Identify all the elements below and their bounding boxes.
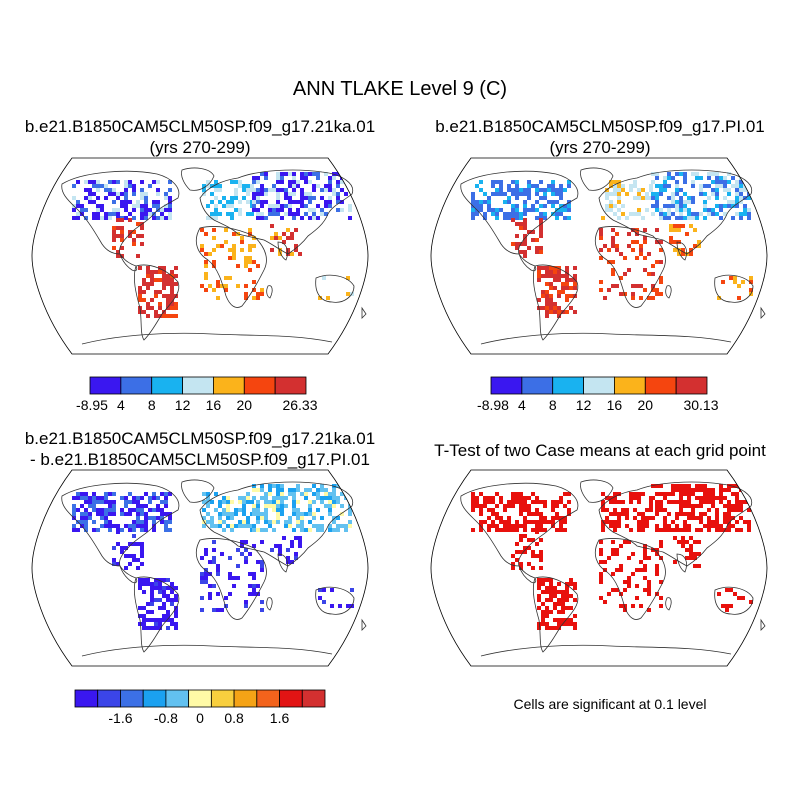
colorbar-box [213, 376, 245, 395]
colorbar-box [279, 689, 303, 708]
colorbar-tick-label: -8.95 [76, 397, 108, 413]
colorbar-box [233, 689, 258, 708]
grid-cells [471, 172, 753, 318]
colorbar-tick-label: -1.6 [108, 710, 132, 726]
colorbar-tick-label: 0.8 [224, 710, 244, 726]
map-border [430, 157, 768, 355]
colorbar-tick-label: 8 [549, 397, 557, 413]
panel-difference-title-line1: b.e21.B1850CAM5CLM50SP.f09_g17.21ka.01 [24, 429, 376, 448]
colorbar-tick-label: 0 [196, 710, 204, 726]
colorbar-box [188, 689, 212, 708]
grid-cells [471, 484, 753, 630]
colorbar-tick-label: 20 [637, 397, 653, 413]
colorbar-panel-3: -1.6 -0.8 0 0.8 1.6 [74, 689, 326, 726]
panel-case2-title-line1: b.e21.B1850CAM5CLM50SP.f09_g17.PI.01 [435, 117, 765, 136]
panel-ttest-title: T-Test of two Case means at each grid po… [400, 440, 800, 461]
colorbar-tick-label: -8.98 [477, 397, 509, 413]
panel-case1-title: b.e21.B1850CAM5CLM50SP.f09_g17.21ka.01 (… [0, 116, 400, 158]
colorbar-box [120, 376, 153, 395]
colorbar-box [274, 376, 307, 395]
map-panel-1 [31, 157, 369, 355]
colorbar-box [120, 689, 144, 708]
colorbar-tick-label: 30.13 [683, 397, 718, 413]
colorbar-tick-label: 1.6 [270, 710, 290, 726]
colorbar-box [552, 376, 584, 395]
map-panel-2 [430, 157, 768, 355]
panel-case1-title-line1: b.e21.B1850CAM5CLM50SP.f09_g17.21ka.01 [24, 117, 376, 136]
colorbar-tick-label: 4 [518, 397, 526, 413]
colorbar-panel-2: -8.98 4 8 12 16 20 30.13 [477, 376, 719, 413]
colorbar-panel-1: -8.95 4 8 12 16 20 26.33 [76, 376, 318, 413]
colorbar-box [97, 689, 121, 708]
map-border [31, 157, 369, 355]
colorbar-box [644, 376, 677, 395]
colorbar-box [210, 689, 235, 708]
colorbar-tick-label: 16 [206, 397, 222, 413]
map-border [31, 469, 369, 667]
colorbar-box [165, 689, 190, 708]
significance-note: Cells are significant at 0.1 level [513, 696, 707, 712]
grid-cells [72, 484, 354, 630]
colorbar-tick-label: -0.8 [154, 710, 178, 726]
colorbar-tick-label: 12 [576, 397, 592, 413]
colorbar-box [490, 376, 523, 395]
map-panel-3 [31, 469, 369, 667]
colorbar-tick-label: 20 [236, 397, 252, 413]
panel-case2-title: b.e21.B1850CAM5CLM50SP.f09_g17.PI.01 (yr… [400, 116, 800, 158]
map-panel-4 [430, 469, 768, 667]
panel-difference-title: b.e21.B1850CAM5CLM50SP.f09_g17.21ka.01 -… [0, 428, 400, 470]
colorbar-box [301, 689, 326, 708]
colorbar-tick-label: 26.33 [282, 397, 317, 413]
panel-difference-title-line2: - b.e21.B1850CAM5CLM50SP.f09_g17.PI.01 [30, 450, 370, 469]
colorbar-box [89, 376, 122, 395]
colorbar-tick-label: 8 [148, 397, 156, 413]
colorbar-box [151, 376, 183, 395]
map-border [430, 469, 768, 667]
colorbar-box [243, 376, 276, 395]
colorbar-box [614, 376, 646, 395]
colorbar-tick-label: 4 [117, 397, 125, 413]
colorbar-box [142, 689, 167, 708]
figure-title: ANN TLAKE Level 9 (C) [292, 78, 508, 100]
colorbar-box [583, 376, 615, 395]
grid-cells [72, 172, 354, 318]
colorbar-tick-label: 12 [175, 397, 191, 413]
coastline [61, 479, 367, 657]
panel-case2-title-line2: (yrs 270-299) [549, 138, 651, 157]
colorbar-box [256, 689, 280, 708]
colorbar-box [675, 376, 708, 395]
colorbar-box [74, 689, 99, 708]
colorbar-box [182, 376, 214, 395]
colorbar-box [521, 376, 554, 395]
colorbar-tick-label: 16 [607, 397, 623, 413]
panel-case1-title-line2: (yrs 270-299) [149, 138, 251, 157]
panel-ttest-title-line1: T-Test of two Case means at each grid po… [434, 441, 766, 460]
